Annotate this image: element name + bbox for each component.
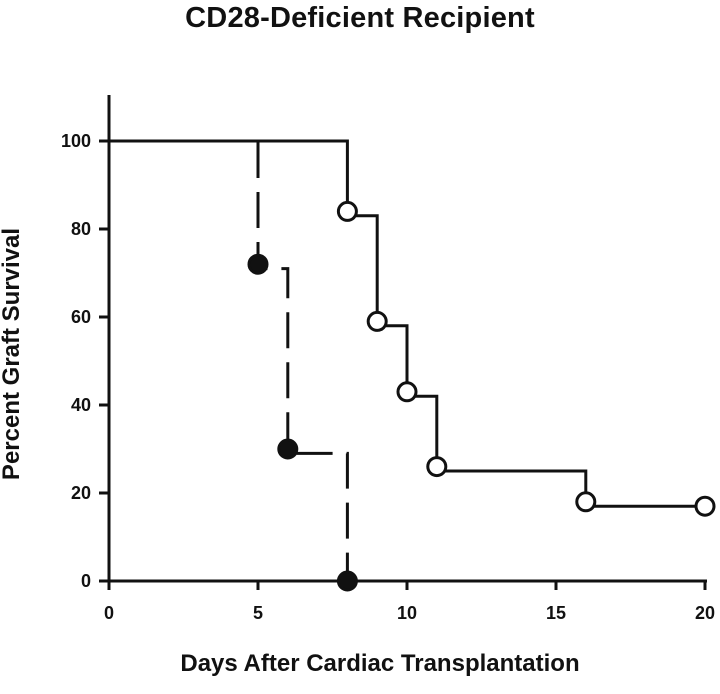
series-1-point-3 [396,381,418,403]
axes: 0 20 40 60 80 100 0 5 10 15 20 [61,95,715,623]
x-axis-label: Days After Cardiac Transplantation [180,650,580,677]
series-2-point-3 [336,570,358,592]
series-1-point-5 [575,491,597,513]
series-1-point-6 [694,495,716,517]
series-2-point-2 [277,438,299,460]
series-1-line [109,139,705,508]
series-2-line [109,139,349,581]
series-layer [109,139,705,581]
series-2-point-1 [247,253,269,275]
x-tick-label-15: 15 [546,603,566,623]
x-tick-label-10: 10 [397,603,417,623]
x-tick-label-0: 0 [104,603,114,623]
y-tick-label-100: 100 [61,131,91,151]
y-tick-label-40: 40 [71,395,91,415]
x-tick-label-20: 20 [695,603,715,623]
marker-layer [247,200,716,592]
x-tick-label-5: 5 [253,603,263,623]
chart-title: CD28-Deficient Recipient [185,2,535,34]
y-tick-label-80: 80 [71,219,91,239]
series-1-point-2 [366,310,388,332]
y-tick-label-60: 60 [71,307,91,327]
y-tick-label-0: 0 [81,571,91,591]
y-tick-label-20: 20 [71,483,91,503]
series-1-point-1 [336,200,358,222]
series-1-point-4 [426,456,448,478]
